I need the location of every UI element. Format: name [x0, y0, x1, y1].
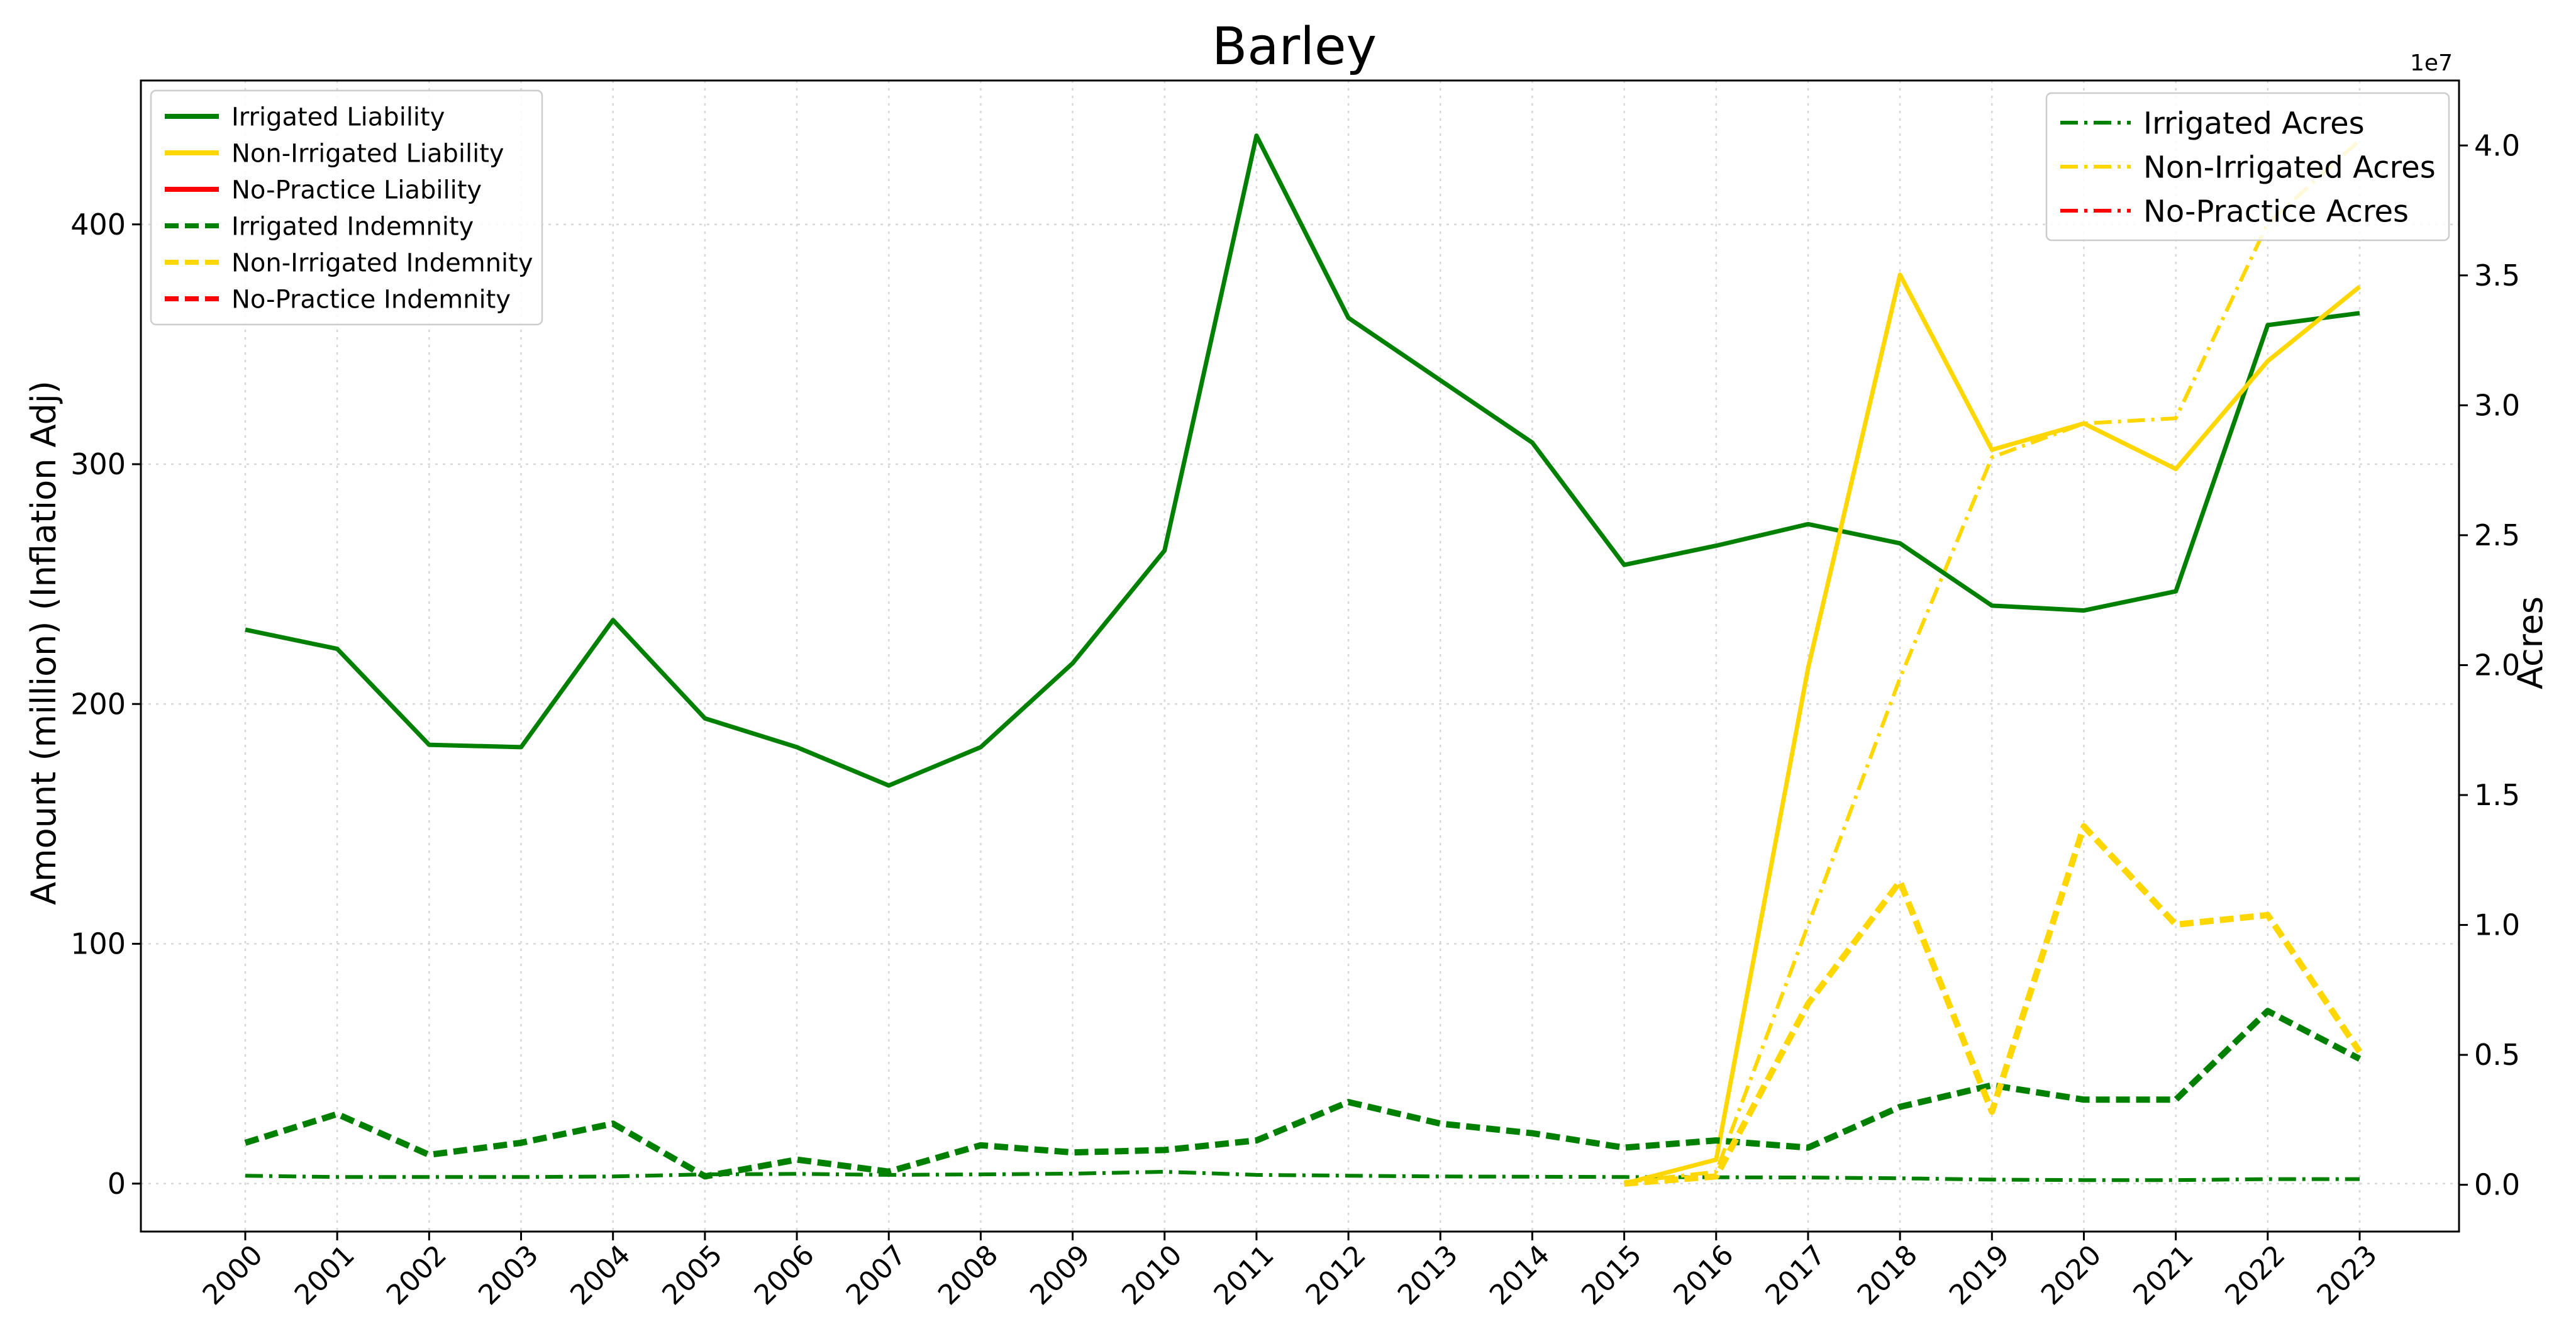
legend-entry: No-Practice Liability [231, 175, 482, 204]
legend-entry: Non-Irrigated Indemnity [231, 248, 533, 277]
y2-tick-label: 3.0 [2474, 388, 2520, 422]
legend-entry: Irrigated Acres [2143, 106, 2365, 141]
y2-axis-label: Acres [2511, 596, 2550, 689]
legend-left: Irrigated Liability Non-Irrigated Liabili… [150, 89, 543, 326]
legend-right: Irrigated Acres Non-Irrigated Acres No-Pra… [2045, 92, 2450, 242]
series-lines [244, 133, 2363, 1187]
y-axis-left: 0 100 200 300 400 [70, 208, 141, 1201]
series-irrigated-acres [245, 1170, 2360, 1182]
legend-entry: Irrigated Liability [231, 103, 445, 131]
y2-tick-label: 1.5 [2474, 778, 2520, 812]
y2-tick-label: 2.5 [2474, 518, 2520, 552]
series-non-irrigated-acres [1624, 138, 2362, 1184]
plot-frame [140, 79, 2460, 1233]
legend-entry: Non-Irrigated Acres [2143, 150, 2436, 185]
y2-exponent-label: 1e7 [2410, 50, 2453, 76]
legend-entry: Non-Irrigated Liability [231, 139, 504, 168]
series-non-irrigated-indemnity [1624, 823, 2363, 1187]
y2-tick-label: 0.0 [2474, 1168, 2520, 1202]
legend-box [150, 89, 543, 326]
y-axis-label: Amount (million) (Inflation Adj) [24, 381, 64, 905]
legend-entry: No-Practice Indemnity [231, 285, 511, 314]
y-axis-right: 0.0 0.5 1.0 1.5 2.0 2.5 3.0 3.5 4.0 [2459, 128, 2520, 1202]
y-tick-label: 0 [108, 1167, 126, 1201]
y2-tick-label: 4.0 [2474, 128, 2520, 162]
y2-tick-label: 0.5 [2474, 1038, 2520, 1072]
legend-box [2045, 92, 2450, 242]
y-tick-label: 200 [70, 687, 126, 721]
y2-tick-label: 1.0 [2474, 908, 2520, 942]
y-tick-label: 300 [70, 447, 126, 481]
chart-title: Barley [1212, 17, 1377, 77]
y-tick-label: 100 [70, 927, 126, 961]
y2-tick-label: 2.0 [2474, 648, 2520, 682]
grid [141, 81, 2459, 1232]
series-irrigated-indemnity [244, 1008, 2362, 1180]
legend-entry: No-Practice Acres [2143, 194, 2409, 229]
legend-entry: Irrigated Indemnity [231, 212, 474, 241]
y-tick-label: 400 [70, 208, 126, 242]
y2-tick-label: 3.5 [2474, 259, 2520, 292]
series-non-irrigated-liability [1623, 272, 2362, 1186]
series-irrigated-liability [245, 133, 2360, 788]
